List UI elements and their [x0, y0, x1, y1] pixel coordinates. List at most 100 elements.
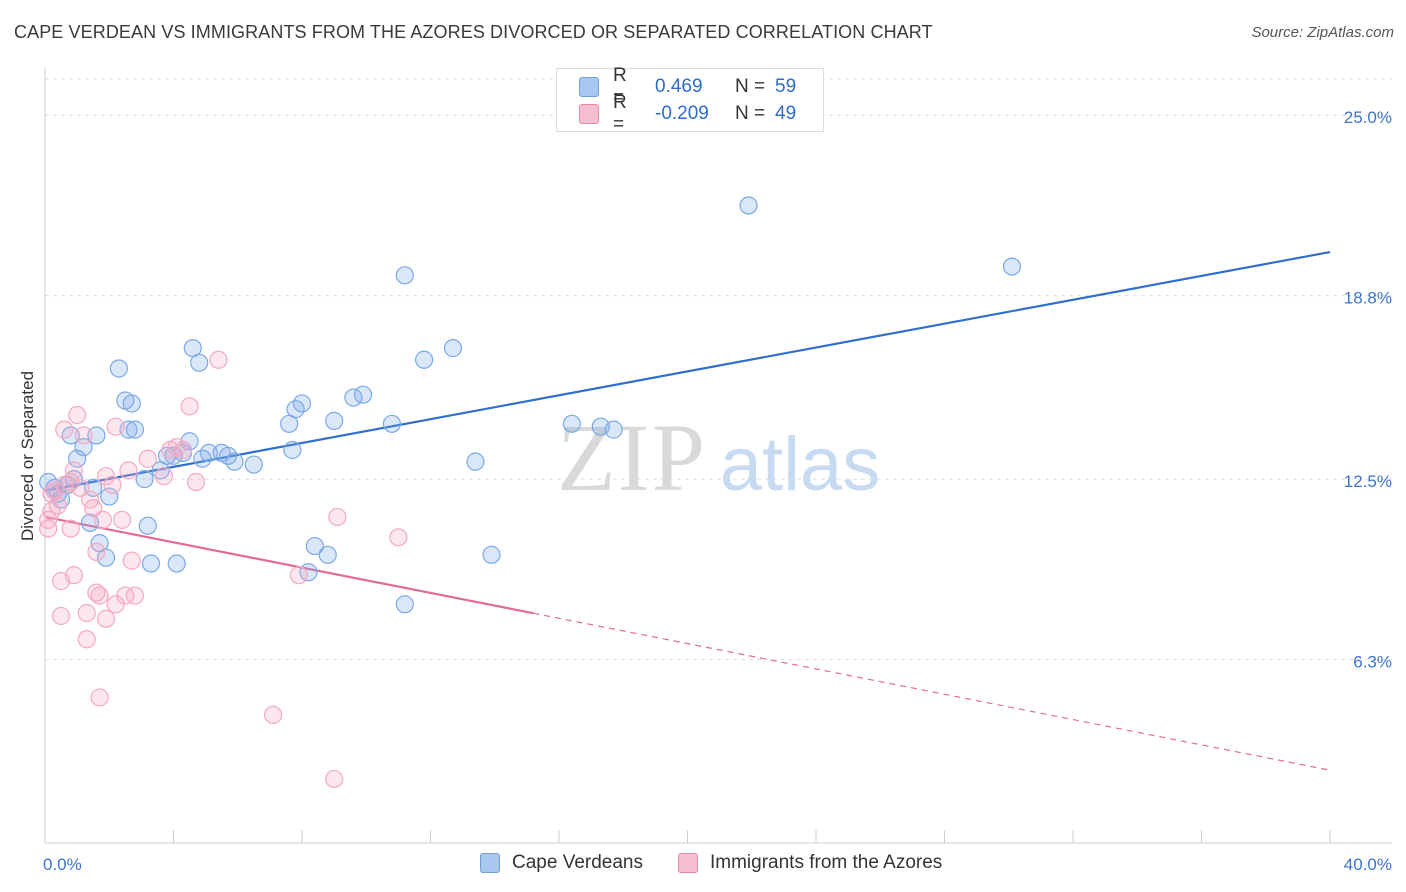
point-azores — [154, 467, 173, 486]
point-azores — [87, 583, 106, 602]
point-azores — [74, 426, 93, 445]
trend-lines — [44, 250, 1331, 771]
legend-n-label: N = — [735, 103, 766, 124]
point-azores — [51, 606, 71, 626]
point-azores — [64, 566, 84, 585]
legend-item-azores: Immigrants from the Azores — [678, 852, 942, 874]
point-cape-verdean — [100, 487, 119, 506]
point-cape-verdean — [125, 420, 145, 439]
point-azores — [106, 417, 125, 436]
point-azores — [116, 586, 135, 605]
point-cape-verdean — [395, 595, 414, 614]
point-azores — [289, 566, 308, 585]
watermark-zip: ZIP — [557, 404, 707, 511]
legend-n-value: 59 — [775, 76, 797, 97]
x-tick-label: 40.0% — [1344, 855, 1392, 874]
legend-r-label: R = — [613, 65, 627, 108]
trend-line-azores-extension — [533, 612, 1331, 771]
chart-title: CAPE VERDEAN VS IMMIGRANTS FROM THE AZOR… — [14, 22, 933, 42]
point-cape-verdean — [325, 411, 344, 430]
point-cape-verdean — [122, 394, 141, 413]
point-cape-verdean — [135, 470, 154, 489]
trend-line-cape-verdeans — [44, 250, 1331, 492]
axes — [44, 67, 1392, 844]
source-credit: Source: ZipAtlas.com — [1251, 24, 1394, 41]
point-azores — [125, 586, 145, 605]
point-azores — [180, 397, 199, 416]
y-axis-label: Divorced or Separated — [18, 370, 37, 542]
correlation-legend: R = 0.469 N = 59 R = -0.209 N = 49 — [556, 65, 824, 135]
point-cape-verdean — [395, 266, 414, 285]
point-azores — [263, 705, 283, 725]
point-cape-verdean — [292, 394, 312, 413]
point-cape-verdean — [353, 385, 373, 404]
point-azores — [68, 405, 87, 425]
point-cape-verdean — [244, 455, 263, 474]
point-cape-verdean — [739, 196, 758, 215]
point-azores — [55, 420, 74, 439]
point-azores — [96, 609, 116, 628]
watermark: ZIP atlas — [557, 404, 880, 511]
legend-swatch-blue — [579, 77, 599, 97]
point-azores — [138, 449, 157, 468]
point-cape-verdean — [604, 420, 623, 439]
y-tick-label: 25.0% — [1344, 108, 1392, 127]
point-cape-verdean — [141, 554, 161, 573]
point-cape-verdean — [68, 449, 87, 468]
point-cape-verdean — [482, 545, 501, 564]
point-azores — [87, 542, 106, 561]
point-azores — [112, 510, 132, 529]
point-cape-verdean — [382, 414, 402, 433]
point-azores — [93, 510, 112, 529]
point-cape-verdean — [109, 359, 128, 378]
point-azores — [64, 461, 84, 480]
point-cape-verdean — [1002, 257, 1022, 276]
trend-line-azores — [44, 515, 534, 615]
y-tick-label: 6.3% — [1353, 653, 1392, 672]
point-azores — [77, 630, 96, 649]
point-azores — [90, 688, 109, 707]
grid-lines — [45, 78, 1392, 661]
watermark-atlas: atlas — [720, 422, 881, 507]
point-azores — [103, 475, 122, 495]
legend-r-value: 0.469 — [655, 76, 703, 97]
legend-label: Cape Verdeans — [512, 852, 643, 873]
point-cape-verdean — [305, 536, 324, 556]
point-azores — [61, 472, 80, 492]
point-azores — [209, 350, 228, 369]
point-azores — [325, 769, 344, 789]
point-cape-verdean — [167, 554, 186, 573]
point-cape-verdean — [225, 452, 244, 471]
point-azores — [61, 519, 80, 538]
legend-n-label: N = — [735, 76, 766, 97]
point-cape-verdean — [138, 516, 157, 535]
point-cape-verdean — [283, 440, 302, 460]
point-cape-verdean — [190, 353, 209, 372]
legend-label: Immigrants from the Azores — [710, 852, 943, 873]
legend-swatch-blue — [480, 853, 500, 873]
point-cape-verdean — [443, 339, 463, 358]
legend-item-cape-verdeans: Cape Verdeans — [480, 852, 643, 874]
point-cape-verdean — [562, 414, 581, 433]
legend-row-cape-verdeans: R = 0.469 N = 59 — [579, 65, 797, 108]
point-azores — [77, 603, 96, 623]
point-azores — [42, 484, 61, 503]
legend-r-label: R = — [613, 92, 627, 135]
point-azores — [119, 461, 138, 480]
point-cape-verdean — [87, 426, 106, 445]
point-azores — [122, 551, 141, 570]
y-tick-label: 18.8% — [1344, 289, 1392, 308]
legend-n-value: 49 — [775, 103, 797, 124]
legend-swatch-pink — [579, 104, 599, 124]
point-cape-verdean — [84, 478, 103, 497]
point-azores — [48, 496, 67, 515]
point-azores — [174, 440, 193, 460]
series-legend: Cape Verdeans Immigrants from the Azores — [0, 852, 1406, 878]
tick-labels: 6.3% 12.5% 18.8% 25.0% 0.0% 40.0% — [43, 108, 1392, 874]
point-cape-verdean — [414, 350, 434, 369]
point-azores — [389, 528, 408, 547]
legend-r-value: -0.209 — [655, 103, 709, 124]
point-azores — [90, 586, 109, 605]
point-azores — [71, 478, 90, 497]
